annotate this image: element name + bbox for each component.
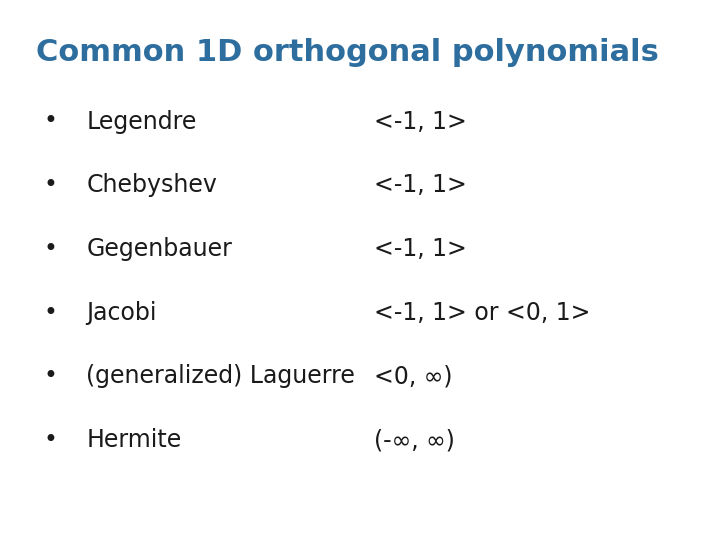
Text: Gegenbauer: Gegenbauer <box>86 237 233 261</box>
Text: Common 1D orthogonal polynomials: Common 1D orthogonal polynomials <box>36 38 659 67</box>
Text: Legendre: Legendre <box>86 110 197 133</box>
Text: <-1, 1>: <-1, 1> <box>374 110 467 133</box>
Text: <-1, 1> or <0, 1>: <-1, 1> or <0, 1> <box>374 301 591 325</box>
Text: <-1, 1>: <-1, 1> <box>374 173 467 197</box>
Text: •: • <box>43 173 58 197</box>
Text: <0, ∞): <0, ∞) <box>374 364 453 388</box>
Text: •: • <box>43 364 58 388</box>
Text: (-∞, ∞): (-∞, ∞) <box>374 428 455 452</box>
Text: Jacobi: Jacobi <box>86 301 157 325</box>
Text: •: • <box>43 428 58 452</box>
Text: Chebyshev: Chebyshev <box>86 173 217 197</box>
Text: •: • <box>43 237 58 261</box>
Text: •: • <box>43 301 58 325</box>
Text: (generalized) Laguerre: (generalized) Laguerre <box>86 364 355 388</box>
Text: <-1, 1>: <-1, 1> <box>374 237 467 261</box>
Text: •: • <box>43 110 58 133</box>
Text: Hermite: Hermite <box>86 428 181 452</box>
